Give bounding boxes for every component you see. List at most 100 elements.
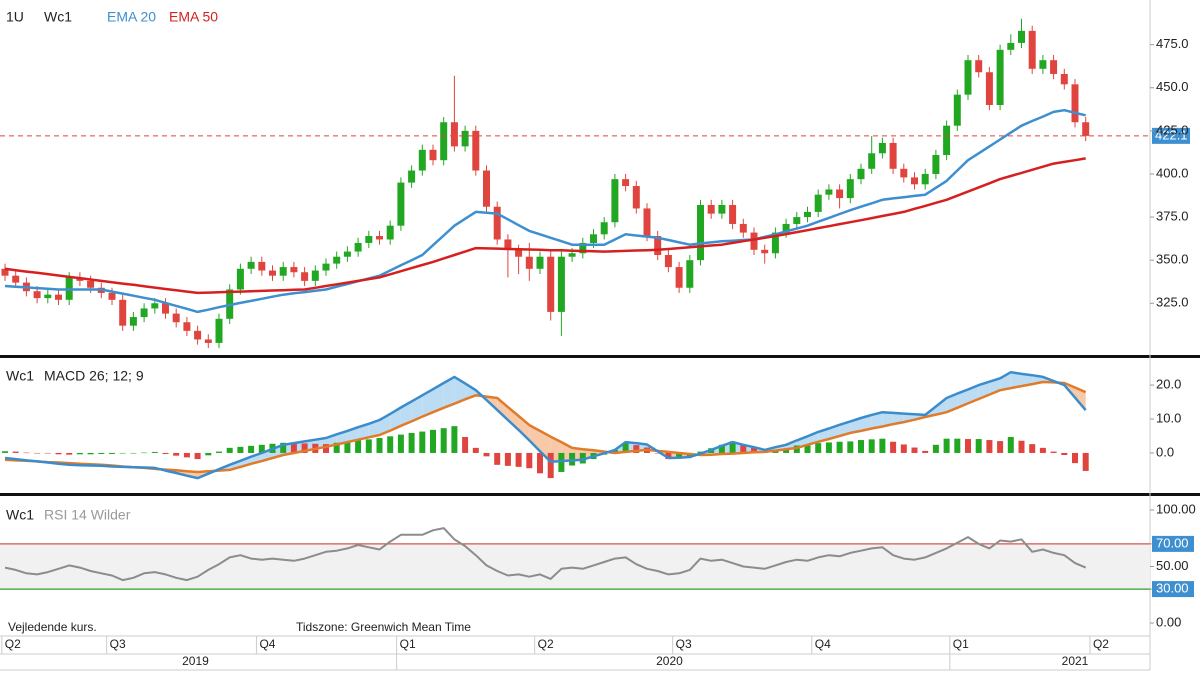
- candle-body: [836, 189, 844, 199]
- candle-body: [172, 313, 180, 323]
- histogram-bar: [151, 451, 158, 453]
- candle-body: [996, 49, 1004, 105]
- candle-body: [953, 94, 961, 126]
- candle-body: [686, 260, 694, 288]
- histogram-bar: [911, 447, 918, 453]
- candle-body: [921, 173, 929, 185]
- macd-fill: [368, 420, 380, 438]
- histogram-bar: [986, 440, 993, 453]
- histogram-bar: [301, 443, 308, 453]
- candle-body: [964, 60, 972, 95]
- y-tick-label: 350.0: [1156, 252, 1189, 267]
- candle-body: [140, 308, 148, 318]
- candle-body: [739, 223, 747, 233]
- candle-body: [643, 208, 651, 237]
- y-tick-label: 0.00: [1156, 614, 1181, 629]
- histogram-bar: [333, 442, 340, 453]
- candle-body: [151, 303, 159, 309]
- y-tick-label: 10.0: [1156, 410, 1181, 425]
- histogram-bar: [579, 452, 586, 464]
- histogram-bar: [879, 438, 886, 453]
- x-tick-label: Q3: [676, 637, 692, 651]
- macd-fill: [1010, 372, 1022, 389]
- candle-body: [900, 168, 908, 178]
- candle-body: [932, 155, 940, 174]
- y-tick-label: 100.00: [1156, 501, 1196, 516]
- macd-fill: [893, 412, 904, 425]
- y-tick-label: 0.0: [1156, 444, 1174, 459]
- macd-fill: [871, 412, 883, 429]
- macd-fill: [454, 376, 466, 404]
- year-label: 2021: [1062, 654, 1089, 668]
- candle-body: [504, 239, 512, 250]
- candle-body: [279, 267, 287, 276]
- histogram-bar: [2, 451, 8, 453]
- histogram-bar: [1061, 452, 1068, 455]
- candle-body: [247, 261, 255, 269]
- candle-body: [418, 149, 426, 171]
- signal-line: [4, 380, 1087, 474]
- footer-timezone: Tidszone: Greenwich Mean Time: [296, 620, 471, 634]
- legend-entry: EMA 20: [107, 9, 156, 25]
- candle-body: [889, 142, 897, 169]
- candle-body: [804, 211, 811, 218]
- rsi-header: Wc1 RSI 14 Wilder: [6, 507, 131, 523]
- histogram-bar: [183, 452, 190, 458]
- year-label: 2019: [182, 654, 209, 668]
- candle-body: [557, 256, 565, 312]
- x-tick-label: Q1: [400, 637, 416, 651]
- candle-body: [707, 205, 715, 214]
- histogram-bar: [23, 452, 30, 454]
- candle-body: [301, 272, 309, 281]
- macd-fill: [529, 425, 540, 452]
- y-tick-label: 325.0: [1156, 295, 1189, 310]
- candle-body: [515, 249, 523, 257]
- candle-body: [878, 142, 886, 154]
- x-tick-label: Q4: [815, 637, 831, 651]
- candle-body: [376, 236, 383, 240]
- histogram-bar: [440, 428, 447, 453]
- histogram-bar: [419, 431, 426, 453]
- macd-fill: [358, 423, 369, 440]
- year-label: 2020: [656, 654, 683, 668]
- candle-body: [450, 122, 458, 147]
- candle-body: [536, 256, 544, 269]
- candle-body: [729, 205, 737, 224]
- histogram-bar: [162, 452, 169, 454]
- legend-entry: EMA 50: [169, 9, 218, 25]
- ema-line: [4, 108, 1086, 314]
- macd-fill: [443, 376, 455, 408]
- histogram-bar: [76, 452, 83, 455]
- y-tick-label: 30.00: [1156, 581, 1189, 596]
- candle-body: [483, 170, 490, 207]
- histogram-bar: [397, 434, 404, 453]
- candle-body: [87, 280, 95, 288]
- histogram-bar: [847, 441, 854, 453]
- last-price-box: [1152, 127, 1190, 144]
- x-tick-label: Q2: [538, 637, 554, 651]
- candle-body: [857, 168, 865, 180]
- candle-body: [194, 330, 202, 340]
- histogram-bar: [932, 444, 939, 453]
- histogram-bar: [66, 452, 73, 455]
- candle-body: [825, 189, 833, 195]
- macd-header: Wc1 MACD 26; 12; 9: [6, 368, 144, 384]
- macd-fill: [411, 395, 423, 422]
- candle-body: [236, 268, 244, 290]
- histogram-bar: [408, 432, 415, 453]
- candle-body: [622, 179, 630, 187]
- histogram-bar: [1082, 452, 1089, 471]
- instrument: Wc1: [6, 368, 34, 384]
- x-tick-label: Q4: [259, 637, 275, 651]
- histogram-bar: [323, 444, 329, 453]
- candle-body: [290, 267, 298, 273]
- histogram-bar: [1018, 440, 1025, 453]
- histogram-bar: [740, 444, 747, 453]
- histogram-bar: [858, 440, 864, 453]
- macd-fill: [1000, 372, 1011, 391]
- y-tick-label: 20.0: [1156, 377, 1181, 392]
- candle-body: [162, 303, 169, 314]
- x-tick-label: Q2: [1093, 637, 1109, 651]
- histogram-bar: [697, 451, 704, 453]
- candle-body: [258, 261, 266, 271]
